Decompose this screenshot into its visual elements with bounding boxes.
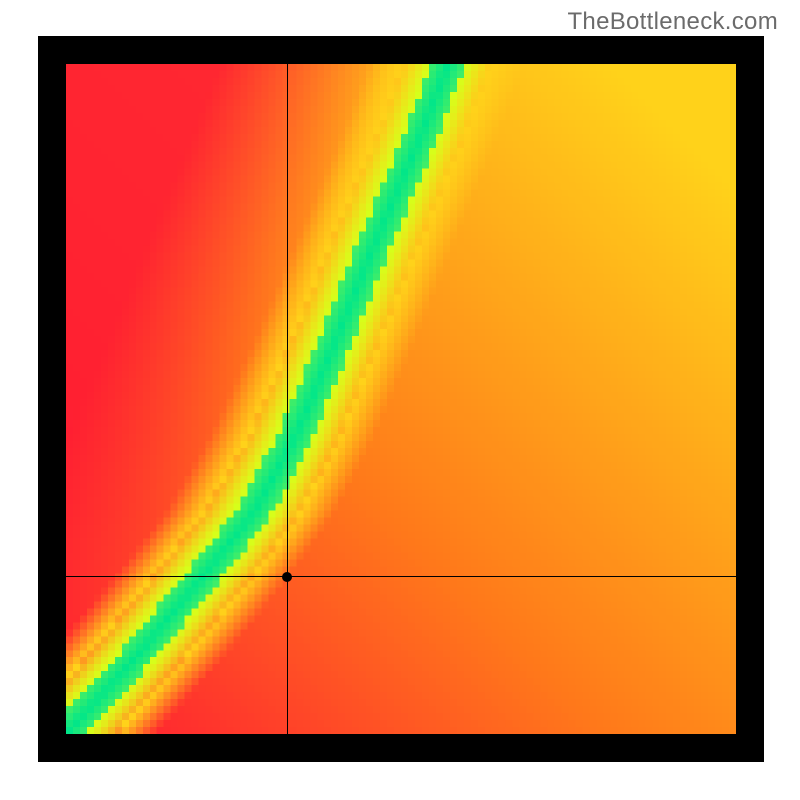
heatmap-canvas: [66, 64, 736, 734]
crosshair-horizontal: [66, 576, 736, 577]
watermark-text: TheBottleneck.com: [567, 8, 778, 36]
crosshair-marker: [282, 572, 292, 582]
plot-frame: [38, 36, 764, 762]
crosshair-vertical: [287, 64, 288, 734]
